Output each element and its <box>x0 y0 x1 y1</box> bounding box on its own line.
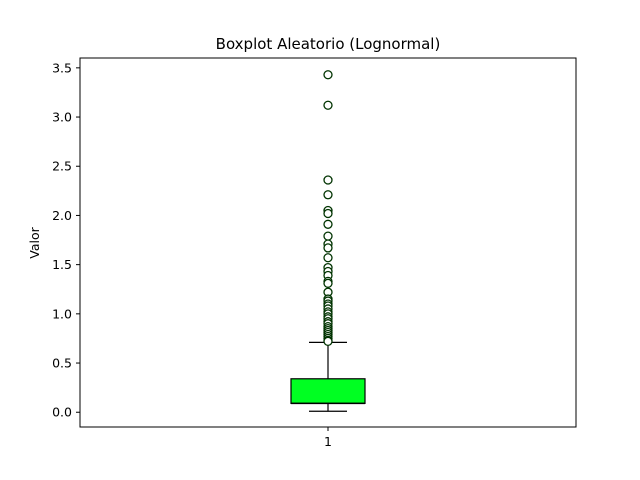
y-axis-label: Valor <box>27 226 42 258</box>
outlier-point <box>323 219 333 229</box>
plot-area: 0.0 0.5 1.0 1.5 2.0 2.5 3.0 3.5 1 <box>52 57 577 449</box>
outlier-point <box>323 100 333 110</box>
y-tick-label: 2.5 <box>52 159 72 174</box>
y-tick-label: 0.5 <box>52 356 72 371</box>
outlier-point <box>323 336 333 347</box>
box-iqr <box>290 378 366 404</box>
y-tick-label: 3.0 <box>52 110 72 125</box>
outlier-point <box>323 253 333 263</box>
outlier-point <box>323 243 333 253</box>
outlier-point <box>323 175 333 185</box>
outlier-point <box>323 208 333 219</box>
y-tick-label: 1.0 <box>52 306 72 321</box>
outlier-point <box>323 70 333 80</box>
outlier-point <box>323 231 333 241</box>
y-tick-label: 0.0 <box>52 405 72 420</box>
outlier-point <box>323 190 333 200</box>
y-tick-label: 2.0 <box>52 208 72 223</box>
chart-title: Boxplot Aleatorio (Lognormal) <box>216 35 441 53</box>
x-tick-label: 1 <box>324 434 332 449</box>
y-tick-label: 3.5 <box>52 60 72 75</box>
outlier-point <box>323 278 333 288</box>
y-tick-label: 1.5 <box>52 257 72 272</box>
